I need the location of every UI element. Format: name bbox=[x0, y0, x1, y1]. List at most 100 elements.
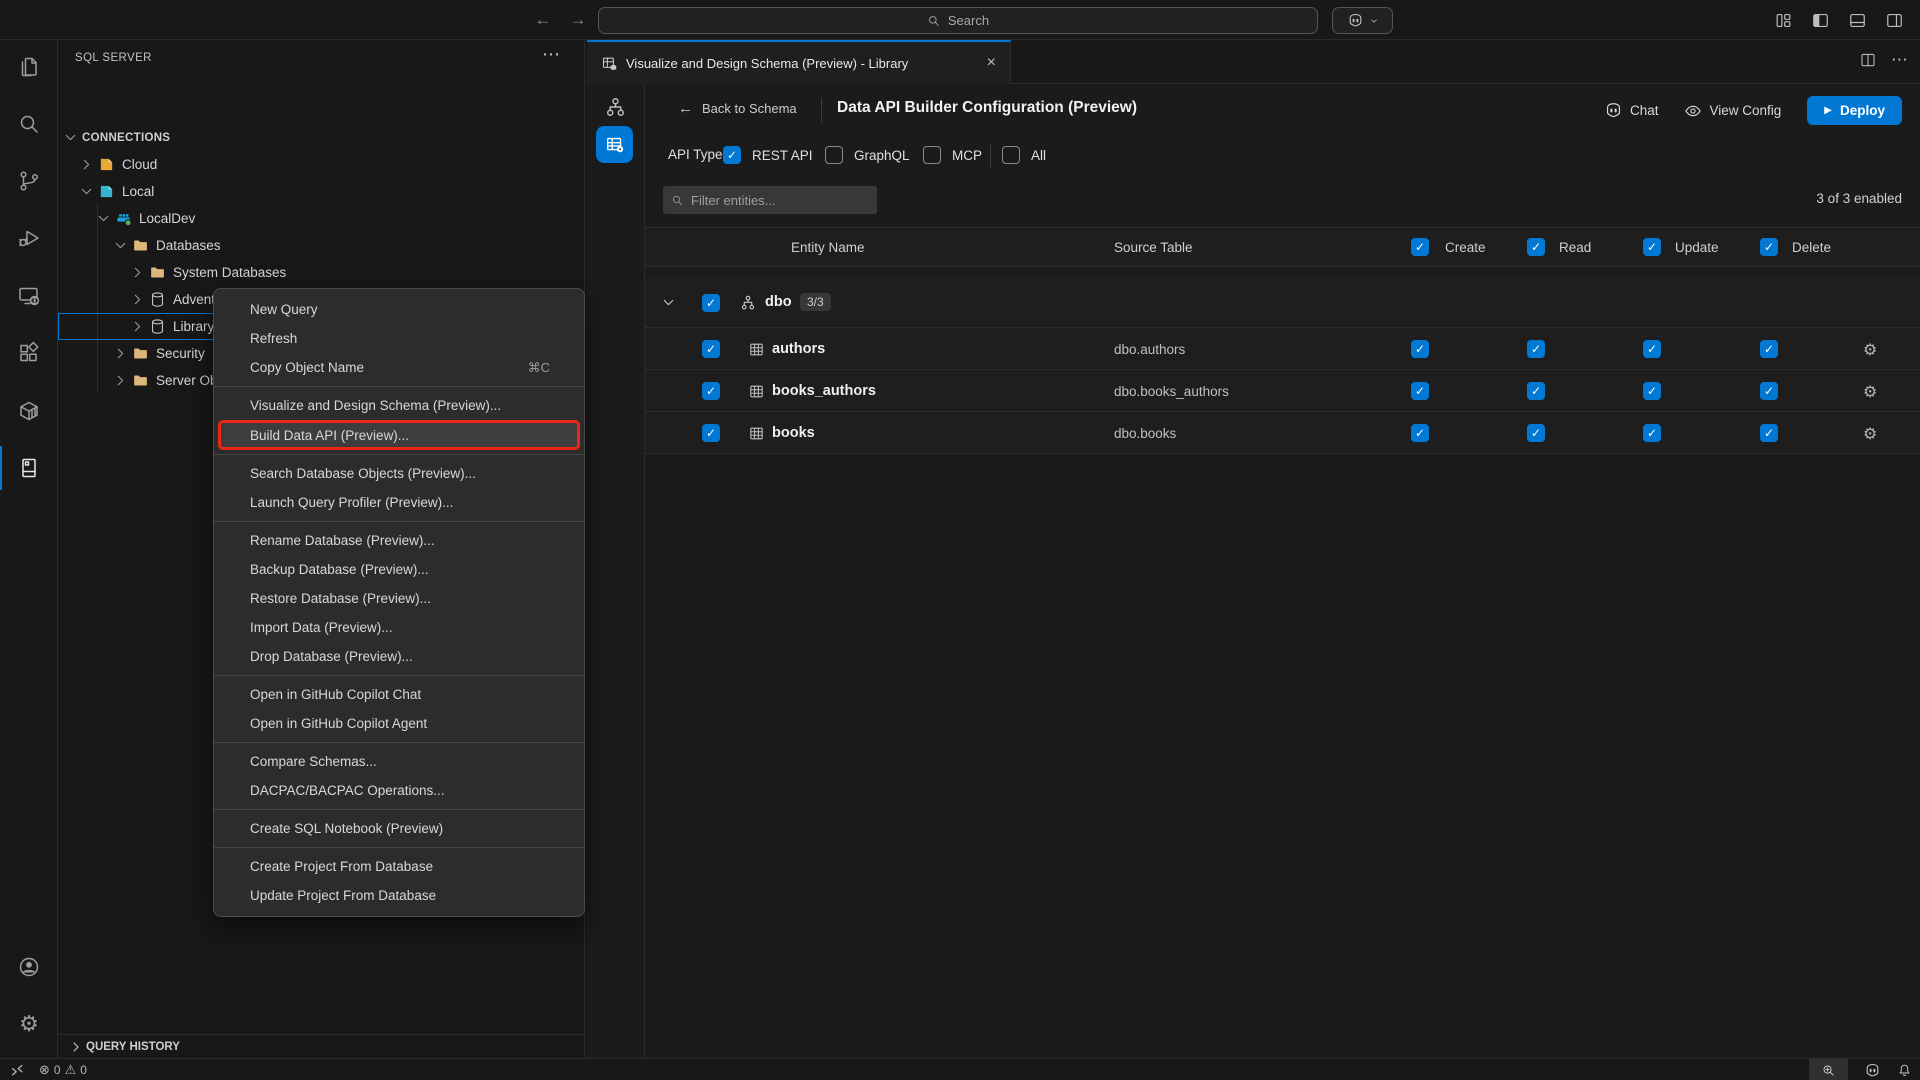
source-control-icon[interactable] bbox=[0, 157, 58, 205]
tree-item-server-objects[interactable]: Server Obj bbox=[58, 367, 584, 394]
connections-section-header[interactable]: CONNECTIONS bbox=[58, 124, 584, 151]
menu-item-search-database-objects[interactable]: Search Database Objects (Preview)... bbox=[250, 466, 476, 481]
chat-button[interactable]: Chat bbox=[1604, 101, 1658, 120]
read-checkbox[interactable]: ✓ bbox=[1527, 424, 1545, 442]
sidebar-more-actions-icon[interactable]: ⋯ bbox=[542, 44, 560, 64]
explorer-icon[interactable] bbox=[0, 43, 58, 91]
create-checkbox[interactable]: ✓ bbox=[1411, 382, 1429, 400]
all-checkbox[interactable] bbox=[1002, 146, 1020, 164]
entity-checkbox[interactable]: ✓ bbox=[702, 340, 720, 358]
tree-item-cloud[interactable]: Cloud bbox=[58, 151, 584, 178]
copilot-command-button[interactable] bbox=[1332, 7, 1393, 34]
menu-item-new-query[interactable]: New Query bbox=[250, 302, 318, 317]
menu-item-drop-database[interactable]: Drop Database (Preview)... bbox=[250, 649, 413, 664]
docker-server-icon bbox=[115, 210, 132, 227]
read-checkbox[interactable]: ✓ bbox=[1527, 382, 1545, 400]
sql-server-view-icon[interactable] bbox=[0, 444, 58, 492]
settings-gear-icon[interactable]: ⚙ bbox=[19, 1011, 39, 1037]
api-type-all[interactable]: All bbox=[1002, 146, 1046, 164]
tree-item-security[interactable]: Security bbox=[58, 340, 584, 367]
update-checkbox[interactable]: ✓ bbox=[1643, 340, 1661, 358]
create-checkbox[interactable]: ✓ bbox=[1411, 424, 1429, 442]
tree-item-localdev[interactable]: LocalDev bbox=[58, 205, 584, 232]
api-type-graphql[interactable]: GraphQL bbox=[825, 146, 910, 164]
nav-forward-button[interactable]: → bbox=[566, 8, 590, 32]
notifications-bell-icon[interactable] bbox=[1897, 1063, 1912, 1078]
update-all-checkbox[interactable]: ✓ bbox=[1643, 238, 1661, 256]
chevron-down-icon[interactable] bbox=[660, 294, 677, 311]
filter-entities-input[interactable] bbox=[691, 192, 869, 208]
menu-item-copy-object-name[interactable]: Copy Object Name ⌘C bbox=[250, 359, 550, 376]
query-history-section[interactable]: QUERY HISTORY bbox=[58, 1034, 584, 1058]
entity-settings-gear-icon[interactable]: ⚙ bbox=[1863, 426, 1878, 443]
server-group-icon bbox=[98, 183, 115, 200]
run-debug-icon[interactable] bbox=[0, 214, 58, 262]
update-checkbox[interactable]: ✓ bbox=[1643, 382, 1661, 400]
back-to-schema-button[interactable]: ← Back to Schema bbox=[678, 100, 797, 117]
mcp-checkbox[interactable] bbox=[923, 146, 941, 164]
menu-item-create-sql-notebook[interactable]: Create SQL Notebook (Preview) bbox=[250, 821, 444, 836]
search-view-icon[interactable] bbox=[0, 100, 58, 148]
tree-item-system-databases[interactable]: System Databases bbox=[58, 259, 584, 286]
tree-item-databases[interactable]: Databases bbox=[58, 232, 584, 259]
view-config-button[interactable]: View Config bbox=[1684, 102, 1781, 120]
deploy-button[interactable]: ▶ Deploy bbox=[1807, 96, 1902, 125]
entity-source: dbo.books bbox=[1114, 426, 1177, 441]
filter-entities-box[interactable] bbox=[663, 186, 877, 214]
editor-more-actions-icon[interactable]: ⋯ bbox=[1891, 50, 1908, 69]
menu-item-visualize-schema[interactable]: Visualize and Design Schema (Preview)... bbox=[250, 398, 502, 413]
menu-item-copilot-agent[interactable]: Open in GitHub Copilot Agent bbox=[250, 716, 428, 731]
schema-diagram-view-icon[interactable] bbox=[604, 96, 627, 119]
data-api-builder-view-button[interactable] bbox=[596, 126, 633, 163]
menu-item-copilot-chat[interactable]: Open in GitHub Copilot Chat bbox=[250, 687, 422, 702]
api-type-rest[interactable]: ✓ REST API bbox=[723, 146, 813, 164]
extensions-icon[interactable] bbox=[0, 329, 58, 377]
read-checkbox[interactable]: ✓ bbox=[1527, 340, 1545, 358]
menu-item-update-project[interactable]: Update Project From Database bbox=[250, 888, 437, 903]
menu-item-compare-schemas[interactable]: Compare Schemas... bbox=[250, 754, 377, 769]
api-type-mcp[interactable]: MCP bbox=[923, 146, 982, 164]
menu-item-dacpac-operations[interactable]: DACPAC/BACPAC Operations... bbox=[250, 783, 445, 798]
table-icon bbox=[748, 341, 765, 358]
delete-checkbox[interactable]: ✓ bbox=[1760, 424, 1778, 442]
entity-settings-gear-icon[interactable]: ⚙ bbox=[1863, 342, 1878, 359]
rest-api-checkbox[interactable]: ✓ bbox=[723, 146, 741, 164]
entity-checkbox[interactable]: ✓ bbox=[702, 382, 720, 400]
problems-indicator[interactable]: ⊗ 0 ⚠ 0 bbox=[39, 1062, 87, 1078]
accounts-icon[interactable] bbox=[0, 943, 58, 991]
delete-checkbox[interactable]: ✓ bbox=[1760, 340, 1778, 358]
tab-close-icon[interactable]: × bbox=[986, 54, 996, 71]
menu-item-create-project[interactable]: Create Project From Database bbox=[250, 859, 434, 874]
menu-item-refresh[interactable]: Refresh bbox=[250, 331, 298, 346]
menu-item-rename-database[interactable]: Rename Database (Preview)... bbox=[250, 533, 435, 548]
menu-item-backup-database[interactable]: Backup Database (Preview)... bbox=[250, 562, 429, 577]
nav-back-button[interactable]: ← bbox=[531, 8, 555, 32]
toggle-primary-sidebar-icon[interactable] bbox=[1808, 8, 1832, 32]
menu-item-build-data-api[interactable]: Build Data API (Preview)... bbox=[218, 420, 580, 450]
copilot-status-icon[interactable] bbox=[1864, 1062, 1881, 1079]
update-checkbox[interactable]: ✓ bbox=[1643, 424, 1661, 442]
customize-layout-icon[interactable] bbox=[1771, 8, 1795, 32]
entity-settings-gear-icon[interactable]: ⚙ bbox=[1863, 384, 1878, 401]
toggle-panel-icon[interactable] bbox=[1845, 8, 1869, 32]
toggle-secondary-sidebar-icon[interactable] bbox=[1882, 8, 1906, 32]
graphql-checkbox[interactable] bbox=[825, 146, 843, 164]
tree-item-local[interactable]: Local bbox=[58, 178, 584, 205]
create-all-checkbox[interactable]: ✓ bbox=[1411, 238, 1429, 256]
zoom-in-status-button[interactable] bbox=[1809, 1059, 1848, 1080]
menu-item-launch-query-profiler[interactable]: Launch Query Profiler (Preview)... bbox=[250, 495, 454, 510]
remote-explorer-icon[interactable] bbox=[0, 272, 58, 320]
dbo-group-checkbox[interactable]: ✓ bbox=[702, 294, 720, 312]
container-tools-icon[interactable] bbox=[0, 387, 58, 435]
tab-visualize-design-schema[interactable]: Visualize and Design Schema (Preview) - … bbox=[587, 40, 1011, 84]
delete-all-checkbox[interactable]: ✓ bbox=[1760, 238, 1778, 256]
command-center-search[interactable]: Search bbox=[598, 7, 1318, 34]
menu-item-restore-database[interactable]: Restore Database (Preview)... bbox=[250, 591, 431, 606]
remote-indicator[interactable] bbox=[10, 1063, 25, 1078]
create-checkbox[interactable]: ✓ bbox=[1411, 340, 1429, 358]
read-all-checkbox[interactable]: ✓ bbox=[1527, 238, 1545, 256]
menu-item-import-data[interactable]: Import Data (Preview)... bbox=[250, 620, 393, 635]
delete-checkbox[interactable]: ✓ bbox=[1760, 382, 1778, 400]
entity-checkbox[interactable]: ✓ bbox=[702, 424, 720, 442]
split-editor-icon[interactable] bbox=[1859, 51, 1877, 69]
